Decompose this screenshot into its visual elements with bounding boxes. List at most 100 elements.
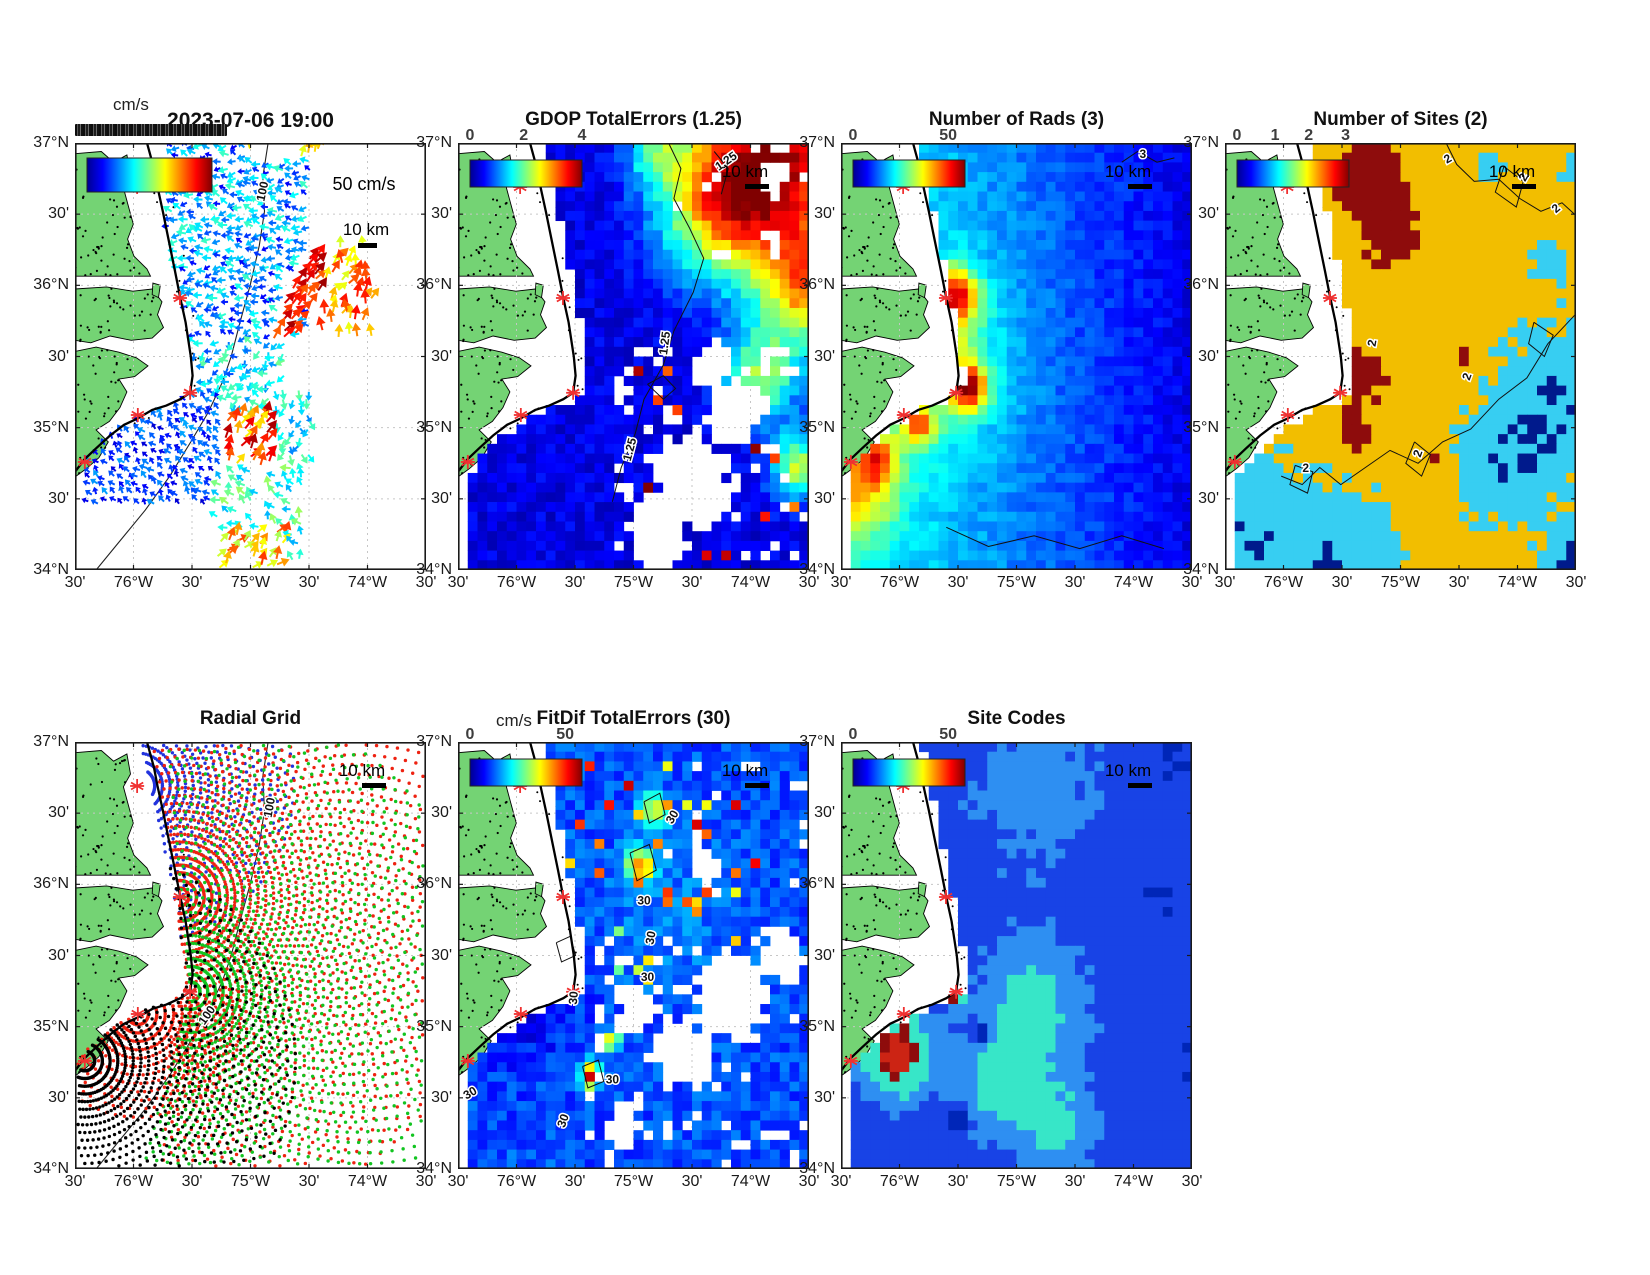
km-scale-label: 10 km (1489, 162, 1535, 181)
lon-tick-label: 74°W (730, 1173, 771, 1190)
km-scale-label: 10 km (1105, 162, 1151, 181)
lat-tick-label: 37°N (1183, 134, 1219, 151)
km-scale-label: 10 km (722, 761, 768, 780)
colorbar (469, 758, 583, 787)
lon-tick-label: 76°W (113, 1173, 154, 1190)
lat-tick-label: 37°N (33, 134, 69, 151)
axis-tick-marks (841, 143, 1192, 570)
contour-lines (1281, 143, 1576, 494)
km-scale-bar (358, 243, 377, 248)
map-totals: 100 50 cm/s 10 km (75, 143, 426, 570)
outer-banks-coastline (1225, 143, 1344, 473)
lon-tick-label: 30' (415, 1173, 437, 1190)
panel-title-numrads: Number of Rads (3) (928, 109, 1105, 130)
lat-tick-label: 30' (431, 1088, 452, 1106)
lat-tick-label: 30' (431, 347, 452, 365)
lon-tick-label: 30' (298, 574, 320, 591)
lon-tick-label: 30' (1064, 574, 1086, 591)
lat-tick-label: 30' (48, 205, 69, 223)
lon-tick-label: 30' (64, 574, 86, 591)
outer-banks-coastline (75, 143, 194, 473)
colorbar-tick-smear (75, 124, 227, 136)
pcolor-field (1234, 143, 1576, 570)
lon-tick-label: 30' (415, 574, 437, 591)
lon-tick-label: 74°W (347, 574, 388, 591)
map-sitecodes: 10 km (841, 742, 1192, 1169)
contour-label: 30 (566, 990, 581, 1005)
lat-tick-label: 30' (48, 347, 69, 365)
lat-tick-label: 34°N (799, 1160, 835, 1177)
lat-tick-label: 37°N (416, 134, 452, 151)
axis-tick-marks (75, 742, 426, 1169)
lon-tick-label: 30' (1448, 574, 1470, 591)
colorbar (1236, 159, 1350, 188)
lon-tick-label: 75°W (230, 574, 271, 591)
lon-tick-label: 75°W (613, 1173, 654, 1190)
lat-tick-label: 35°N (1183, 418, 1219, 436)
lat-tick-label: 30' (814, 347, 835, 365)
panel-title-numsites: Number of Sites (2) (1313, 109, 1488, 130)
radar-site-markers (460, 179, 581, 469)
lon-tick-label: 74°W (1497, 574, 1538, 591)
lon-tick-label: 76°W (496, 1173, 537, 1190)
lon-tick-label: 30' (447, 574, 469, 591)
lon-tick-label: 74°W (1113, 1173, 1154, 1190)
lon-tick-label: 30' (1565, 574, 1587, 591)
lon-tick-label: 76°W (496, 574, 537, 591)
colorbar-tick: 0 (848, 127, 858, 144)
km-scale-label: 10 km (1105, 761, 1151, 780)
lat-tick-label: 36°N (33, 276, 69, 294)
colorbar-tick: 2 (519, 127, 529, 144)
axis-tick-marks (458, 143, 809, 570)
contour-label: 100 (253, 180, 271, 203)
lon-tick-label: 30' (1331, 574, 1353, 591)
lat-tick-label: 37°N (799, 733, 835, 750)
map-numrads: 310 km (841, 143, 1192, 570)
lat-tick-label: 30' (814, 205, 835, 223)
lat-tick-label: 30' (814, 1088, 835, 1106)
colorbar-tick: 2 (1304, 127, 1314, 144)
lon-tick-label: 30' (947, 574, 969, 591)
lon-tick-label: 75°W (230, 1173, 271, 1190)
radar-site-markers (77, 179, 198, 469)
lat-tick-label: 35°N (799, 1017, 835, 1035)
colorbar (469, 159, 583, 188)
pcolor-field (850, 742, 1192, 1169)
km-scale-bar (745, 783, 769, 788)
km-scale-bar (745, 184, 769, 189)
colorbar-tick: 0 (465, 127, 475, 144)
lat-tick-label: 37°N (416, 733, 452, 750)
contour-label: 2 (1302, 461, 1309, 475)
colorbar-tick: 50 (556, 726, 575, 743)
lat-tick-label: 34°N (1183, 561, 1219, 578)
colorbar-tick: 50 (939, 726, 958, 743)
lat-tick-label: 34°N (33, 561, 69, 578)
current-vectors (81, 143, 380, 569)
units-label-totals: cm/s (113, 95, 149, 114)
lon-tick-label: 75°W (1380, 574, 1421, 591)
lat-tick-label: 35°N (416, 1017, 452, 1035)
colorbar (86, 157, 213, 193)
lat-tick-label: 30' (431, 946, 452, 964)
contour-label: 30 (606, 1073, 620, 1087)
contour-label: 30 (637, 893, 651, 907)
lat-tick-label: 30' (431, 804, 452, 822)
km-scale-bar (1128, 783, 1152, 788)
lat-tick-label: 35°N (33, 1017, 69, 1035)
pcolor-field (850, 143, 1192, 570)
lon-tick-label: 30' (681, 574, 703, 591)
lat-tick-label: 37°N (799, 134, 835, 151)
lat-tick-label: 36°N (799, 276, 835, 294)
contour-label: 30 (641, 970, 655, 984)
lat-tick-label: 30' (1198, 489, 1219, 507)
lon-tick-label: 30' (298, 1173, 320, 1190)
axis-tick-marks (841, 742, 1192, 1169)
lat-tick-label: 30' (48, 804, 69, 822)
lat-tick-label: 36°N (799, 875, 835, 893)
lon-tick-label: 30' (681, 1173, 703, 1190)
